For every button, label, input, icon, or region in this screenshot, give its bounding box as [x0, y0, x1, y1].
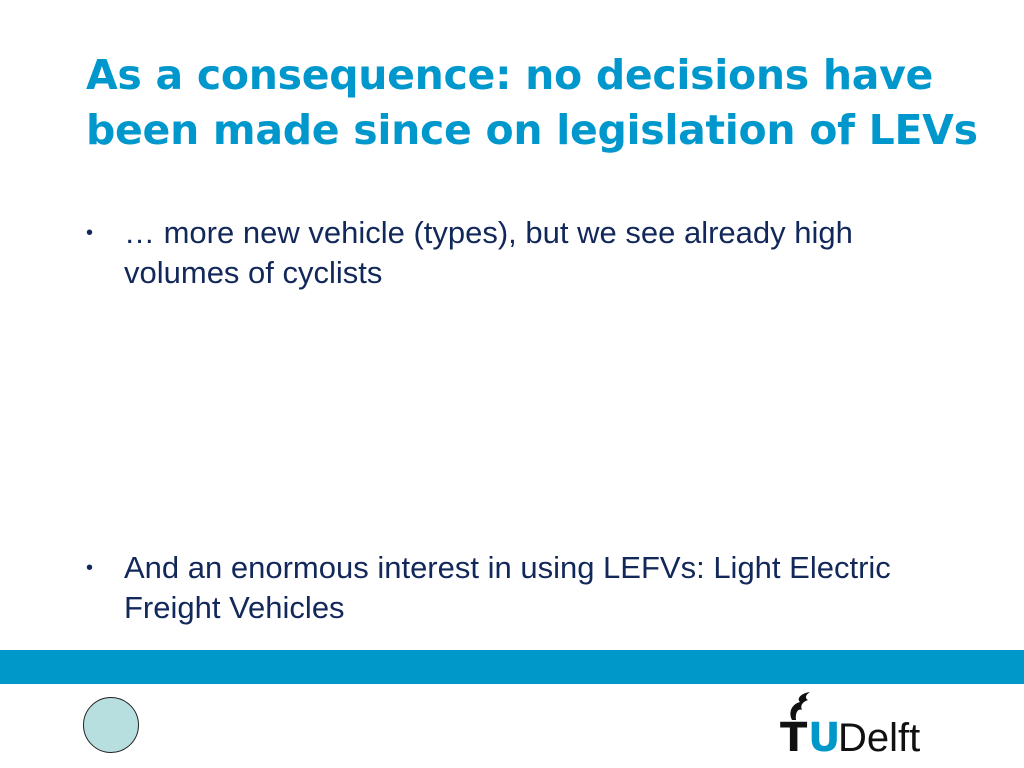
bullet-marker: •: [86, 222, 94, 244]
bullet-text: … more new vehicle (types), but we see a…: [124, 215, 853, 290]
bullet-marker: •: [86, 557, 94, 579]
tudelft-logo: T U Delft: [780, 690, 950, 760]
slide-title: As a consequence: no decisions have been…: [86, 51, 978, 154]
bullet-item: • … more new vehicle (types), but we see…: [86, 213, 966, 293]
flame-icon: [790, 692, 810, 720]
footer-band: [0, 650, 1024, 684]
logo-u: U: [808, 715, 841, 761]
circle-shape: [83, 697, 139, 753]
logo-t: T: [780, 715, 808, 761]
logo-delft: Delft: [838, 716, 921, 760]
bullet-item: • And an enormous interest in using LEFV…: [86, 548, 966, 628]
bullet-text: And an enormous interest in using LEFVs:…: [124, 550, 891, 625]
